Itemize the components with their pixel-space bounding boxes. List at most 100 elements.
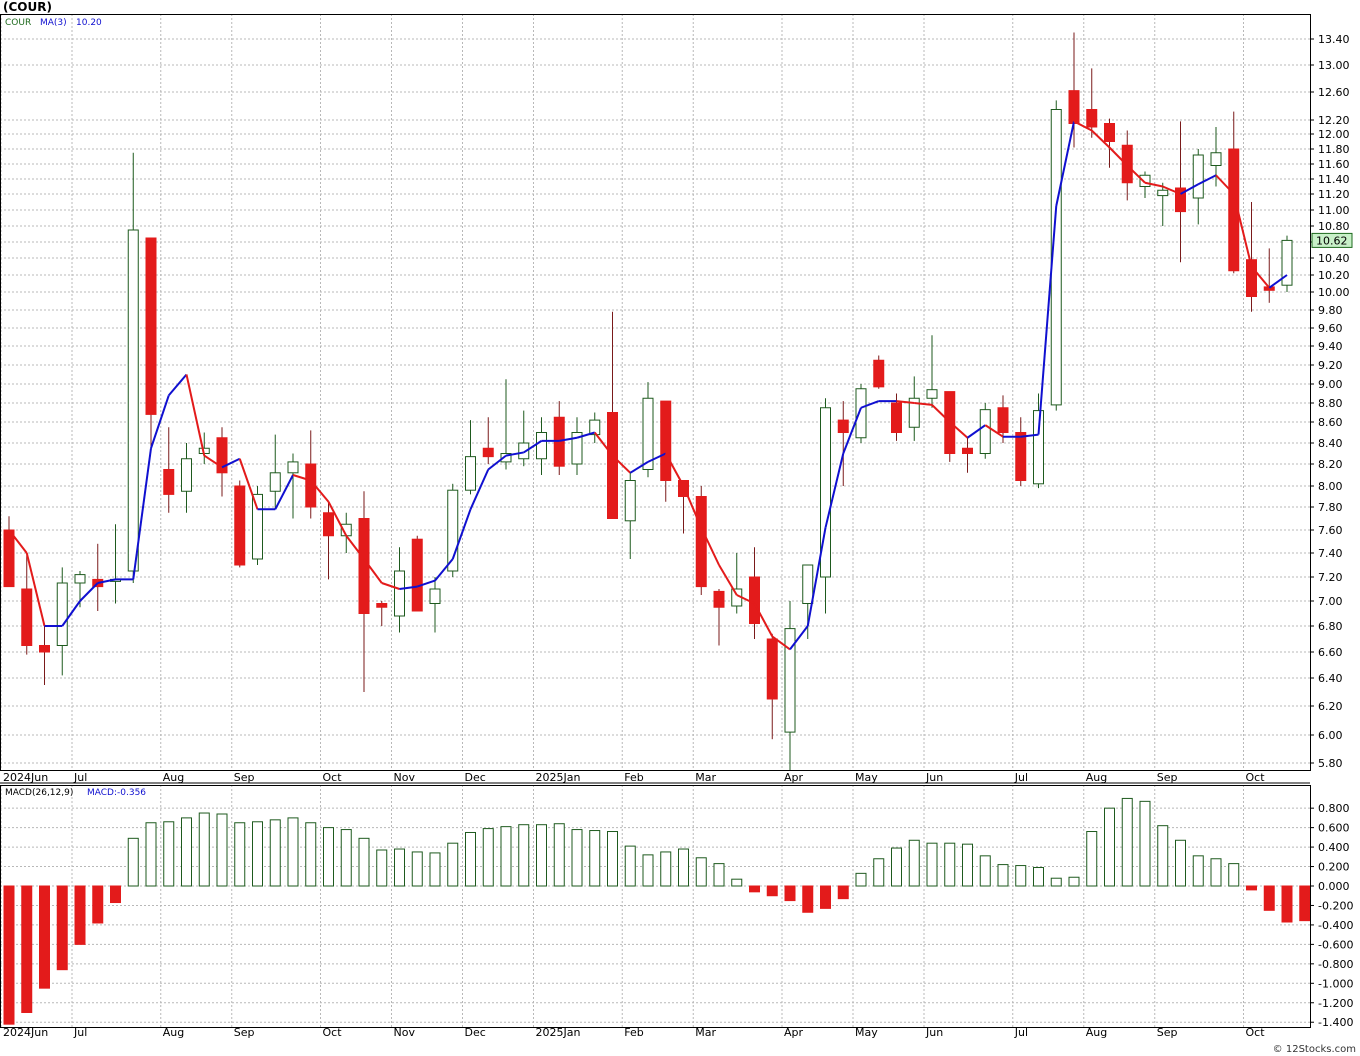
ma-segment: [1180, 183, 1199, 195]
candle-body-down: [766, 638, 778, 700]
candle-body-down: [145, 237, 157, 415]
ma-segment: [559, 436, 578, 442]
ma-segment: [25, 552, 46, 627]
candle: [1192, 149, 1204, 225]
ma-segment: [966, 424, 986, 439]
candle: [181, 443, 192, 513]
chart-title: (COUR): [3, 0, 52, 14]
ma-segment: [238, 458, 259, 510]
candle: [39, 626, 50, 685]
macd-bar-positive: [1050, 877, 1062, 887]
price-tick-label: 5.80: [1318, 757, 1343, 770]
macd-bar-positive: [1210, 858, 1222, 887]
candle: [1246, 202, 1257, 312]
ma-segment: [1073, 120, 1093, 132]
candle-body-down: [713, 590, 725, 608]
ma-segment: [896, 400, 915, 404]
price-y-axis: 5.80 6.00 6.20 6.40 6.60 6.80 7.00 7.20 7.40 7.60…: [1310, 33, 1350, 770]
candle-body-up: [1139, 174, 1151, 187]
candle-body-down: [482, 447, 494, 458]
candle: [1104, 118, 1115, 168]
macd-bar-positive: [891, 847, 902, 887]
macd-tick-label: 0.600: [1318, 822, 1350, 835]
candle-body-down: [1015, 432, 1027, 481]
ma-segment: [824, 453, 845, 528]
candle-body-up: [394, 570, 405, 617]
macd-bar-positive: [695, 857, 707, 887]
candle: [447, 483, 459, 577]
candle-body-up: [908, 397, 920, 428]
ma-segment: [1055, 121, 1075, 207]
candle: [1157, 182, 1169, 226]
ma-segment: [949, 421, 969, 439]
macd-bar-positive: [252, 821, 263, 887]
ma-segment: [505, 451, 524, 457]
candle: [252, 486, 263, 565]
panel-frames: [0, 14, 1311, 1028]
macd-bar-negative: [1281, 885, 1293, 923]
price-tick-label: 10.40: [1318, 252, 1350, 265]
candle: [536, 417, 547, 475]
candle-body-up: [1281, 239, 1293, 286]
candle-body-down: [1175, 187, 1186, 213]
macd-bar-positive: [589, 830, 601, 887]
price-tick-label: 6.60: [1318, 646, 1343, 659]
candle: [145, 237, 157, 449]
x-tick-label: Oct: [1246, 771, 1266, 784]
x-tick-label: Jun: [925, 771, 943, 784]
candle-body-up: [855, 388, 867, 439]
macd-bar-positive: [323, 827, 334, 887]
candle-body-up: [1033, 410, 1044, 485]
ma-segment: [345, 535, 365, 560]
candle-body-up: [252, 493, 263, 560]
x-tick-label: Sep: [234, 1026, 255, 1039]
candle: [624, 472, 636, 559]
ma-segment: [1197, 174, 1217, 186]
ma-segment: [647, 452, 667, 463]
x-tick-label: Mar: [695, 771, 716, 784]
ma-segment: [664, 453, 685, 487]
ma-segment: [593, 431, 614, 457]
price-tick-label: 6.80: [1318, 620, 1343, 633]
x-tick-label: 2024Jun: [3, 1026, 48, 1039]
candle-body-down: [1121, 144, 1133, 184]
ma-segment: [309, 479, 330, 503]
last-price-box: [1311, 232, 1353, 248]
macd-bar-positive: [482, 828, 494, 887]
price-tick-label: 10.20: [1318, 269, 1350, 282]
macd-bar-positive: [1104, 807, 1115, 887]
ma-segment: [629, 461, 649, 474]
moving-average-line: [8, 120, 1288, 651]
macd-tick-label: 0.800: [1318, 802, 1350, 815]
candle: [1121, 130, 1133, 201]
candle: [997, 395, 1009, 443]
macd-bar-negative: [92, 885, 104, 924]
macd-bar-positive: [198, 812, 210, 887]
candle-body-down: [3, 529, 15, 588]
ma-segment: [718, 564, 738, 596]
candle: [340, 512, 352, 553]
candle-body-down: [21, 588, 33, 646]
x-tick-label: Feb: [624, 771, 643, 784]
x-tick-label: Jul: [1014, 771, 1028, 784]
candle: [660, 400, 672, 502]
candle-body-down: [234, 485, 246, 566]
candle-body-down: [873, 359, 885, 388]
candle: [234, 480, 246, 568]
macd-bar-positive: [660, 851, 672, 887]
macd-bar-positive: [234, 822, 246, 887]
macd-bar-positive: [127, 837, 139, 887]
ma-segment: [1037, 205, 1058, 435]
ma-segment: [842, 407, 862, 454]
macd-bar-positive: [465, 831, 476, 887]
candle-body-down: [891, 402, 902, 433]
price-tick-label: 8.80: [1318, 397, 1343, 410]
credit-text: © 12Stocks.com: [1272, 1044, 1356, 1055]
ma-segment: [167, 373, 188, 397]
macd-bar-negative: [1246, 885, 1257, 891]
x-tick-label: Aug: [1086, 1026, 1107, 1039]
candle-body-down: [660, 400, 672, 482]
x-tick-label: Dec: [465, 771, 486, 784]
macd-y-axis: -1.400 -1.200 -1.000 -0.800 -0.600 -0.400 -0.2…: [1310, 802, 1353, 1029]
